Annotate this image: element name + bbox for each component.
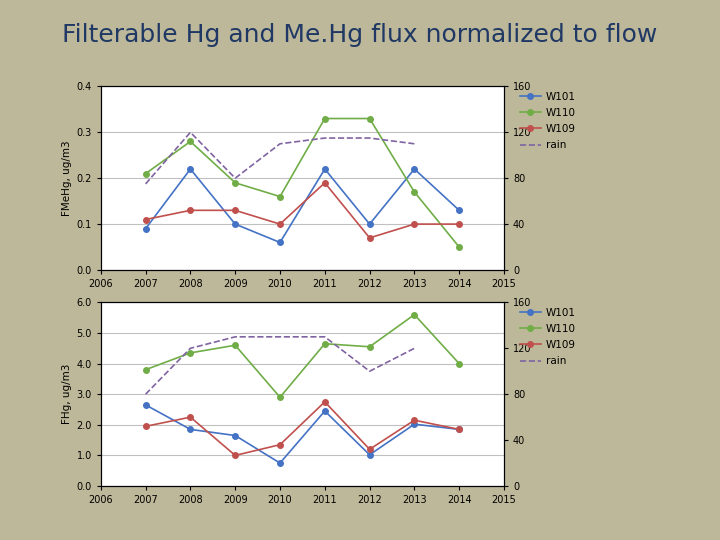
Legend: W101, W110, W109, rain: W101, W110, W109, rain: [520, 308, 576, 366]
Legend: W101, W110, W109, rain: W101, W110, W109, rain: [520, 92, 576, 150]
Y-axis label: FMeHg, ug/m3: FMeHg, ug/m3: [62, 140, 72, 216]
Y-axis label: FHg, ug/m3: FHg, ug/m3: [62, 364, 72, 424]
Text: Filterable Hg and Me.Hg flux normalized to flow: Filterable Hg and Me.Hg flux normalized …: [63, 23, 657, 47]
